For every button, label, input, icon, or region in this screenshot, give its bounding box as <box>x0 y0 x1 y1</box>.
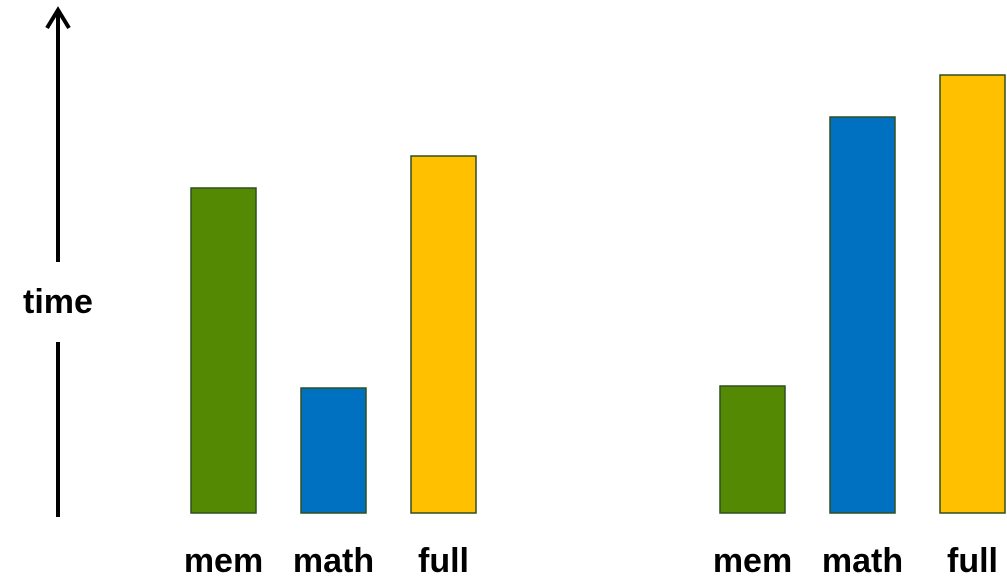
y-axis <box>45 6 71 517</box>
right-tick-label-math: math <box>822 542 903 580</box>
y-axis-label: time <box>23 283 93 321</box>
left-tick-label-math: math <box>293 542 374 580</box>
chart-left: mem math full <box>184 155 477 580</box>
right-bar-mem <box>719 385 786 514</box>
right-bar-full <box>939 74 1006 514</box>
right-tick-label-mem: mem <box>713 542 792 580</box>
left-bar-full <box>410 155 477 514</box>
left-tick-label-mem: mem <box>184 542 263 580</box>
right-bar-math <box>829 116 896 514</box>
y-axis-arrow-icon <box>45 6 71 30</box>
chart-right: mem math full <box>713 74 1006 580</box>
left-bar-math <box>300 387 367 514</box>
right-tick-label-full: full <box>947 542 998 580</box>
left-bar-mem <box>190 187 257 514</box>
left-tick-label-full: full <box>418 542 469 580</box>
